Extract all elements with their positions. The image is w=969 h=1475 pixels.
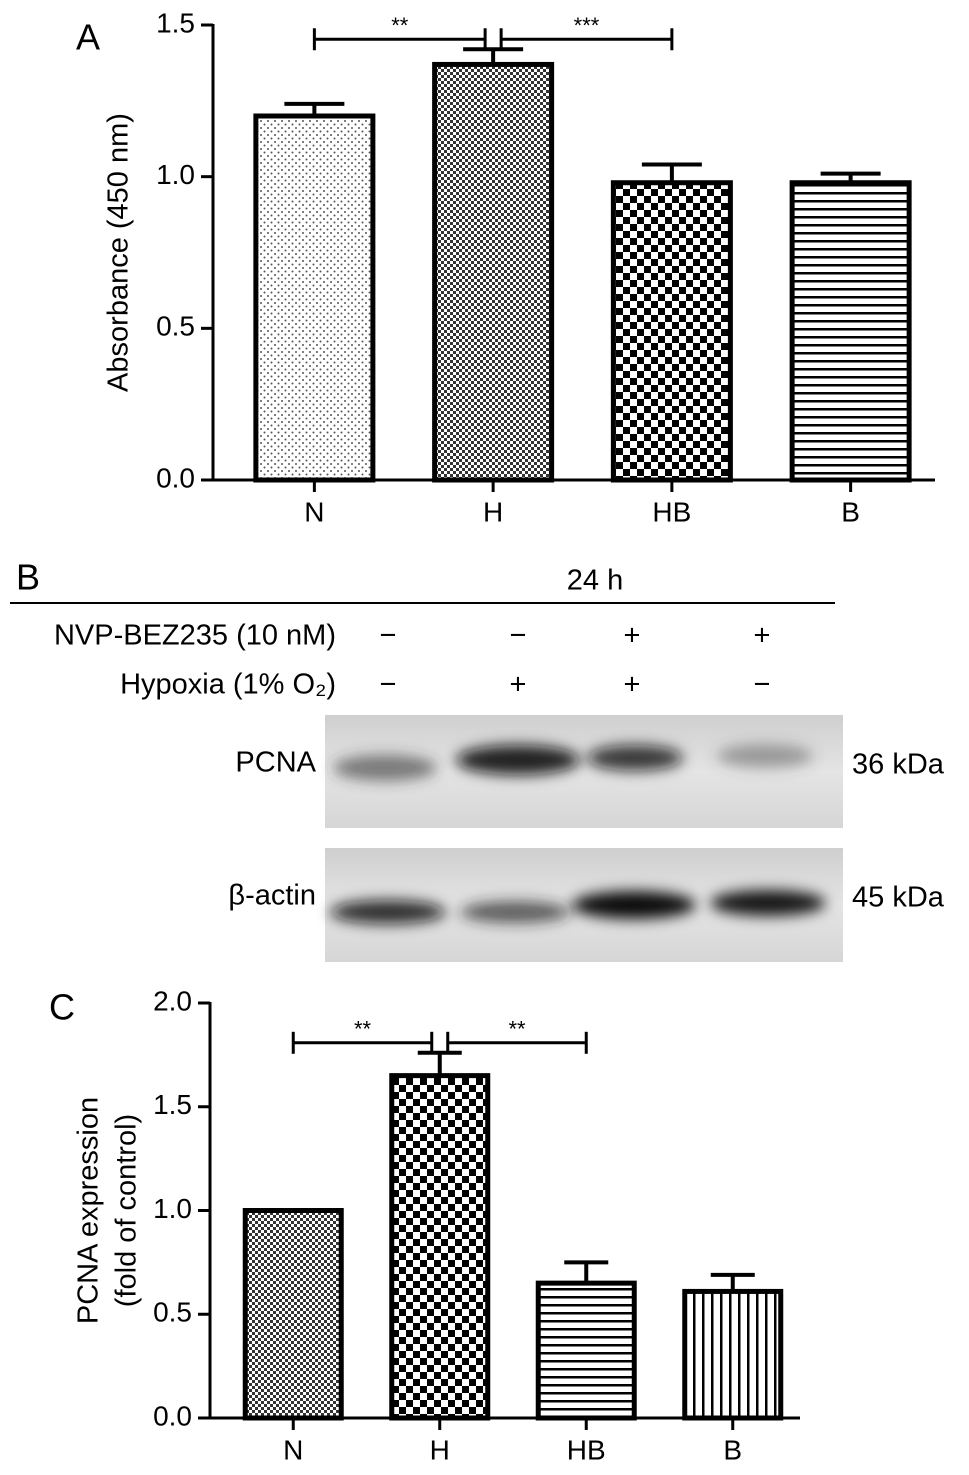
x-tick-label: HB bbox=[652, 496, 691, 527]
y-tick-label: 1.0 bbox=[153, 1193, 192, 1224]
condition-sign: + bbox=[510, 669, 527, 701]
y-tick-label: 0.5 bbox=[156, 311, 195, 342]
condition-label: NVP-BEZ235 (10 nM) bbox=[54, 620, 336, 652]
x-tick-label: N bbox=[304, 496, 324, 527]
x-tick-label: HB bbox=[567, 1434, 606, 1465]
bar bbox=[242, 1208, 344, 1421]
bar bbox=[253, 113, 376, 483]
significance-label: ** bbox=[508, 1017, 526, 1042]
size-label: 36 kDa bbox=[852, 749, 945, 781]
condition-sign: + bbox=[624, 620, 641, 652]
condition-label: Hypoxia (1% O₂) bbox=[120, 669, 336, 701]
y-axis-label: (fold of control) bbox=[111, 1114, 143, 1307]
protein-label: PCNA bbox=[235, 747, 316, 779]
y-tick-label: 1.0 bbox=[156, 159, 195, 190]
x-tick-label: H bbox=[483, 496, 503, 527]
y-tick-label: 0.0 bbox=[156, 462, 195, 493]
x-tick-label: B bbox=[723, 1434, 742, 1465]
y-tick-label: 1.5 bbox=[153, 1089, 192, 1120]
y-axis-label: PCNA expression bbox=[73, 1097, 105, 1324]
condition-sign: − bbox=[380, 620, 397, 652]
y-axis-label: Absorbance (450 nm) bbox=[103, 113, 135, 392]
y-tick-label: 0.0 bbox=[153, 1400, 192, 1431]
significance-bracket: ** bbox=[312, 13, 487, 51]
significance-label: *** bbox=[574, 13, 600, 38]
bar bbox=[432, 61, 555, 483]
condition-sign: − bbox=[754, 669, 771, 701]
size-label: 45 kDa bbox=[852, 882, 945, 914]
x-tick-label: N bbox=[283, 1434, 303, 1465]
panel-label: A bbox=[76, 17, 100, 58]
significance-bracket: ** bbox=[291, 1017, 434, 1054]
significance-bracket: ** bbox=[446, 1017, 588, 1054]
y-tick-label: 1.5 bbox=[156, 7, 195, 38]
condition-sign: + bbox=[754, 620, 771, 652]
bar bbox=[789, 180, 912, 483]
y-tick-label: 2.0 bbox=[153, 985, 192, 1016]
significance-bracket: *** bbox=[499, 13, 674, 51]
y-tick-label: 0.5 bbox=[153, 1297, 192, 1328]
time-label: 24 h bbox=[567, 565, 623, 597]
condition-sign: − bbox=[380, 669, 397, 701]
condition-sign: − bbox=[510, 620, 527, 652]
x-tick-label: H bbox=[430, 1434, 450, 1465]
significance-label: ** bbox=[354, 1017, 372, 1042]
x-tick-label: B bbox=[841, 496, 860, 527]
condition-sign: + bbox=[624, 669, 641, 701]
blot-images bbox=[10, 602, 843, 962]
bar bbox=[389, 1073, 491, 1421]
panel-label: C bbox=[49, 987, 75, 1028]
panel-label: B bbox=[16, 557, 40, 598]
protein-label: β-actin bbox=[228, 880, 316, 912]
bar bbox=[682, 1288, 784, 1421]
significance-label: ** bbox=[391, 13, 409, 38]
bar bbox=[535, 1280, 637, 1421]
bar bbox=[610, 180, 733, 483]
